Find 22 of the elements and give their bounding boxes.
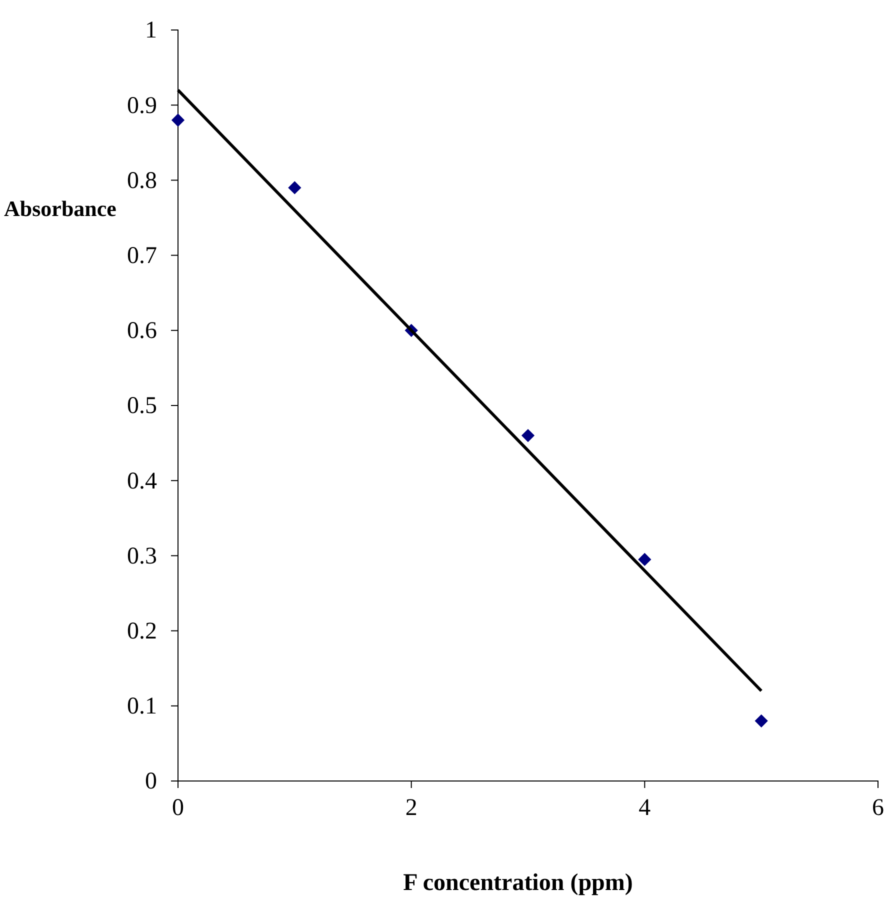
y-axis-title: Absorbance [4,196,117,221]
y-tick-label: 0.2 [127,618,157,644]
y-tick-label: 0.9 [127,92,157,119]
x-tick-label: 0 [172,795,184,822]
point [521,428,535,442]
x-tick-label: 6 [872,795,884,822]
y-tick-label: 0.3 [127,543,157,570]
point [754,714,768,728]
point [638,552,652,566]
point [171,114,185,127]
point [288,181,302,194]
y-tick-label: 0.4 [127,468,157,494]
y-tick-label: 0.1 [127,694,157,720]
y-tick-label: 0.8 [127,168,157,194]
y-tick-label: 0.7 [127,242,157,269]
y-tick-label: 0.5 [127,393,157,420]
y-tick-label: 0 [145,768,157,795]
x-axis-title: F concentration (ppm) [403,870,633,896]
y-tick-label: 0.6 [127,318,157,344]
y-tick-label: 1 [145,18,157,44]
x-tick-label: 2 [405,795,418,822]
x-tick-label: 4 [638,795,651,822]
